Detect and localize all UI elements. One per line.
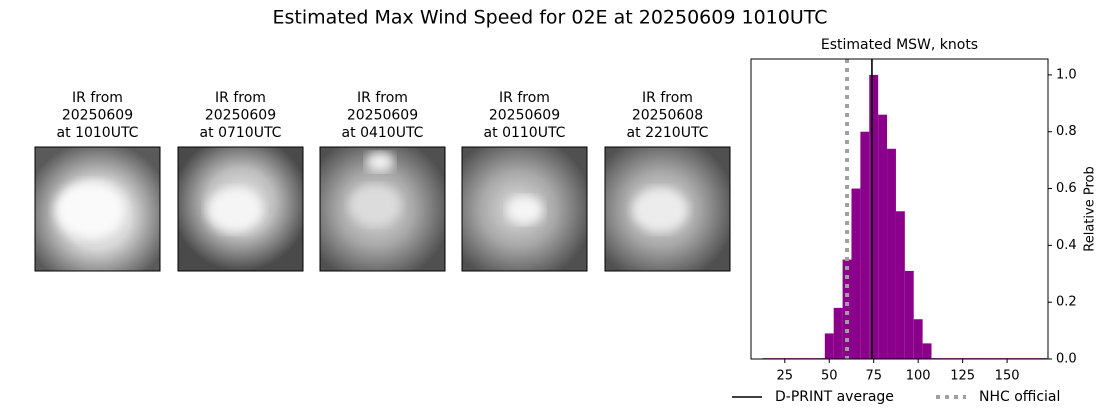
bar [833,307,843,359]
bar [842,259,852,359]
image-title: 20250609 [347,108,418,124]
ir-image [319,146,446,272]
bar [895,211,905,359]
bar [869,74,879,359]
image-title: IR from [499,90,550,106]
y-tick-label: 0.4 [1056,238,1077,253]
image-title: at 0710UTC [200,125,282,141]
bar [824,333,834,359]
y-tick-label: 0.8 [1056,124,1077,139]
bar [851,188,861,359]
image-title: at 0410UTC [342,125,424,141]
image-title: 20250609 [62,108,133,124]
x-tick-label: 125 [950,369,975,384]
image-title: 20250609 [205,108,276,124]
y-tick-label: 0.2 [1056,295,1077,310]
ir-image [604,146,731,272]
bar [860,131,870,359]
y-tick-label: 0.0 [1056,352,1077,367]
y-tick-label: 0.6 [1056,181,1077,196]
chart-title: Estimated MSW, knots [821,37,978,53]
bar [878,114,888,359]
image-title: IR from [72,90,123,106]
image-title: at 1010UTC [57,125,139,141]
ir-images [34,146,731,272]
image-title: IR from [215,90,266,106]
image-title: IR from [357,90,408,106]
legend-label: D-PRINT average [775,389,894,405]
x-tick-label: 150 [995,369,1020,384]
x-tick-label: 100 [906,369,931,384]
plot-frame [750,58,1049,360]
bar [922,343,932,359]
bar [887,148,896,359]
y-axis-label: Relative Prob [1083,166,1098,251]
image-title: at 2210UTC [627,125,709,141]
image-title: 20250609 [489,108,560,124]
image-title: IR from [642,90,693,106]
main-title: Estimated Max Wind Speed for 02E at 2025… [272,7,827,29]
image-title: at 0110UTC [484,125,566,141]
bar [904,270,914,359]
ir-image [177,146,304,272]
x-tick-label: 50 [821,369,838,384]
ir-image [34,146,161,272]
ir-image [461,146,588,272]
legend-label: NHC official [979,389,1060,405]
image-title: 20250608 [632,108,703,124]
y-tick-label: 1.0 [1056,67,1077,82]
bar [913,319,923,359]
x-tick-label: 25 [777,369,794,384]
x-tick-label: 75 [865,369,882,384]
